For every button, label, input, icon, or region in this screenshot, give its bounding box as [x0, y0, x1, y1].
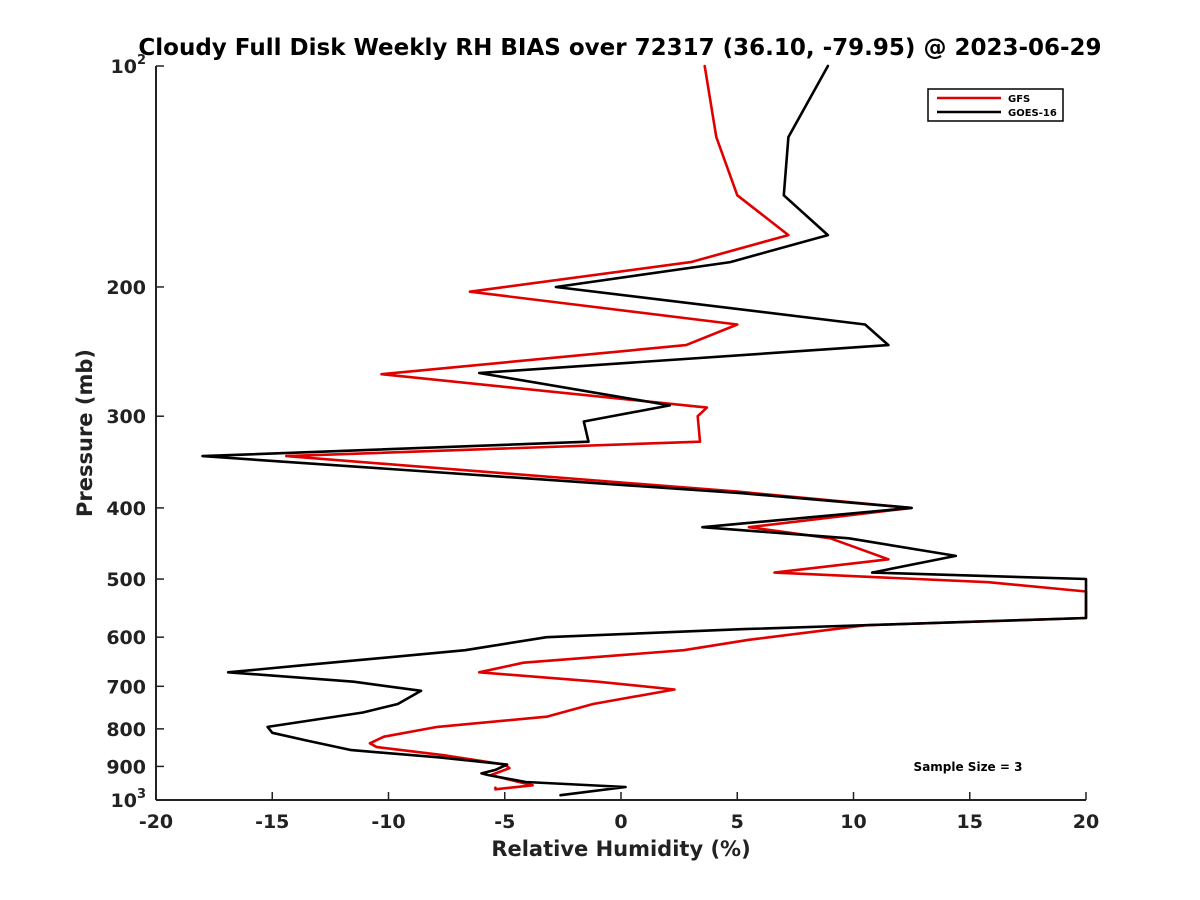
legend-box	[927, 88, 1064, 122]
y-axis-label: Pressure (mb)	[73, 349, 97, 517]
legend: GFS GOES-16	[927, 88, 1064, 122]
legend-label-gfs: GFS	[1008, 94, 1030, 105]
y-tick-label: 700	[106, 676, 146, 698]
y-ticks: 102 200 300 400 500 600 700 800 900 103	[106, 53, 164, 812]
x-tick-label: -20	[139, 811, 173, 833]
y-tick-label: 200	[106, 277, 146, 299]
x-tick-label: -5	[494, 811, 515, 833]
x-tick-label: 5	[731, 811, 744, 833]
legend-label-goes-16: GOES-16	[1008, 108, 1057, 119]
y-tick-label: 900	[106, 756, 146, 778]
series-layer	[201, 64, 1088, 797]
y-tick-label: 400	[106, 498, 146, 520]
chart-title: Cloudy Full Disk Weekly RH BIAS over 723…	[138, 35, 1101, 61]
x-axis-label: Relative Humidity (%)	[491, 837, 750, 861]
x-tick-label: 10	[840, 811, 866, 833]
sample-size-annotation: Sample Size = 3	[914, 760, 1023, 774]
x-tick-label: 20	[1073, 811, 1099, 833]
x-tick-label: 15	[957, 811, 983, 833]
y-tick-label: 800	[106, 719, 146, 741]
y-tick-label: 300	[106, 406, 146, 428]
x-ticks: -20 -15 -10 -5 0 5 10 15 20	[139, 792, 1099, 833]
y-tick-label: 102	[111, 53, 147, 78]
x-tick-label: -10	[371, 811, 405, 833]
x-tick-label: -15	[255, 811, 289, 833]
y-tick-label: 500	[106, 569, 146, 591]
y-tick-label: 103	[111, 787, 147, 812]
y-tick-label: 600	[106, 627, 146, 649]
x-tick-label: 0	[614, 811, 627, 833]
series-line-goes-16	[201, 64, 1088, 797]
plot-area: -20 -15 -10 -5 0 5 10 15 20 102 200 300 400 500 600 70…	[106, 53, 1099, 833]
